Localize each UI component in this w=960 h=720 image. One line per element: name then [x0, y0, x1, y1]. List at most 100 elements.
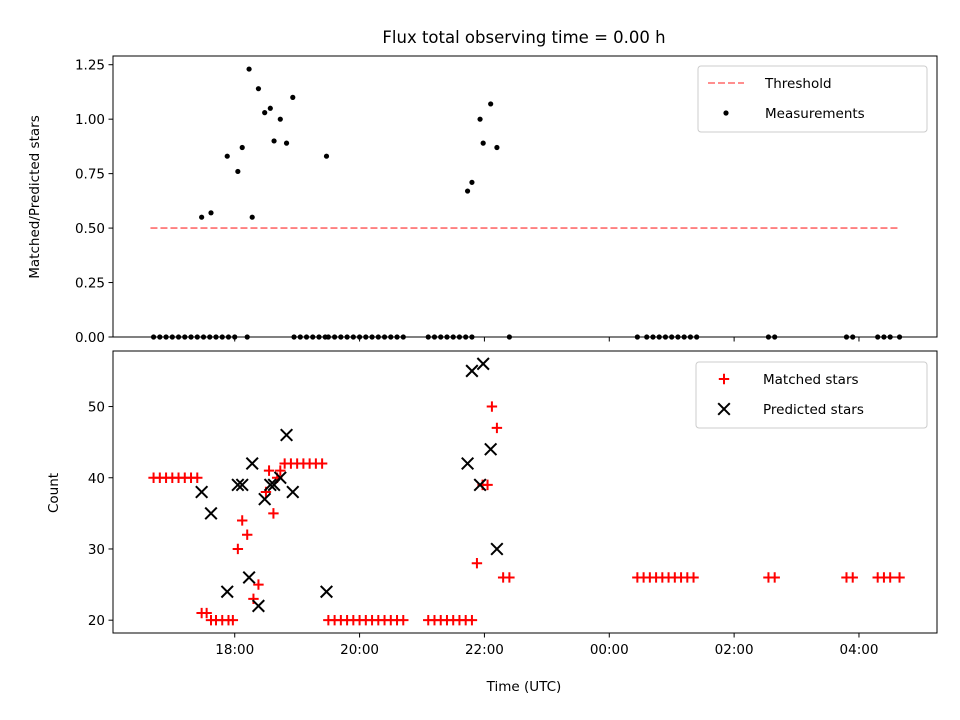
predicted-star-marker [195, 485, 209, 499]
top-ytick-label: 0.00 [75, 330, 105, 346]
matched-star-marker [491, 422, 503, 434]
predicted-star-marker [465, 364, 479, 378]
measurement-point [224, 153, 230, 159]
measurement-point [235, 168, 241, 175]
bottom-xtick-label: 22:00 [465, 642, 504, 658]
predicted-star-marker [242, 570, 256, 584]
matched-star-marker [884, 572, 896, 583]
x-axis-label: Time (UTC) [486, 679, 562, 695]
measurement-point [239, 144, 245, 151]
top-legend-marker-swatch [723, 110, 729, 116]
measurement-point [494, 144, 500, 151]
bottom-legend-marker-swatch [717, 402, 731, 416]
bottom-xtick-label: 18:00 [215, 642, 254, 658]
matched-star-marker [232, 543, 244, 555]
bottom-y-axis-label: Count [46, 473, 62, 513]
bottom-legend-entry: Matched stars [763, 372, 859, 388]
measurement-point [208, 210, 214, 216]
matched-star-marker [482, 479, 493, 491]
measurement-point [323, 153, 330, 159]
predicted-star-marker [319, 585, 333, 599]
matched-star-marker [253, 579, 264, 590]
predicted-star-marker [231, 478, 245, 492]
matched-star-marker [466, 614, 478, 626]
chart-title: Flux total observing time = 0.00 h [382, 28, 665, 47]
predicted-star-marker [484, 442, 498, 456]
predicted-star-marker [220, 585, 234, 599]
bottom-legend-box [695, 361, 928, 429]
predicted-star-marker [273, 471, 287, 485]
bottom-ytick-label: 30 [88, 542, 105, 558]
matched-star-marker [504, 572, 515, 583]
bottom-axes-frame [112, 350, 938, 634]
bottom-panel: 20 30 40 50 18:00 20:00 22:00 00:00 02:00 04:00 Ma… [88, 350, 938, 658]
bottom-legend-entry: Predicted stars [763, 402, 864, 418]
top-legend-box [697, 65, 928, 133]
measurement-point [488, 101, 494, 107]
matched-star-marker [847, 572, 858, 583]
bottom-legend: Matched stars Predicted stars [695, 361, 928, 429]
measurement-point [477, 116, 483, 122]
predicted-star-marker [235, 478, 249, 492]
predicted-star-marker [258, 492, 272, 506]
measurement-point [277, 116, 283, 122]
predicted-star-marker [251, 599, 265, 613]
predicted-star-marker [263, 478, 277, 492]
measurement-point [480, 140, 486, 146]
top-ytick-label: 0.50 [75, 221, 105, 237]
measurement-point [262, 110, 268, 116]
top-legend-entry: Measurements [765, 106, 865, 122]
predicted-star-marker [476, 357, 490, 371]
top-ytick-label: 1.00 [75, 112, 105, 128]
measurement-point [283, 140, 290, 146]
top-panel: 0.00 0.25 0.50 0.75 1.00 1.25 Threshold Measure… [75, 55, 938, 346]
matched-star-marker [894, 572, 905, 583]
predicted-star-marker [490, 542, 504, 556]
measurement-point [464, 188, 471, 194]
top-ytick-label: 0.75 [75, 167, 105, 183]
measurement-point [255, 86, 262, 92]
measurement-point [249, 214, 255, 220]
measurement-point [290, 94, 296, 100]
predicted-star-marker [286, 485, 300, 499]
bottom-ytick-label: 40 [88, 471, 105, 487]
matched-star-marker [471, 558, 483, 569]
predicted-star-marker [245, 457, 259, 471]
predicted-star-marker [473, 478, 487, 492]
matched-star-marker [688, 572, 699, 583]
bottom-series-matched-stars [148, 401, 905, 626]
matched-star-marker [192, 472, 203, 483]
bottom-ytick-label: 50 [88, 400, 105, 416]
measurement-point [199, 214, 205, 220]
top-y-axis-label: Matched/Predicted stars [27, 115, 43, 278]
bottom-xtick-label: 00:00 [590, 642, 629, 658]
matched-star-marker [486, 401, 498, 412]
top-ytick-label: 1.25 [75, 58, 105, 74]
top-axes-frame [112, 55, 938, 338]
bottom-xtick-label: 20:00 [340, 642, 379, 658]
matched-star-marker [398, 614, 409, 626]
bottom-legend-marker-swatch [718, 373, 730, 385]
matched-star-marker [268, 508, 279, 519]
measurement-point [469, 179, 475, 185]
measurement-point [271, 138, 277, 144]
top-ytick-label: 0.25 [75, 276, 105, 292]
matched-star-marker [769, 572, 780, 583]
predicted-star-marker [204, 506, 218, 520]
bottom-ytick-label: 20 [88, 613, 105, 629]
bottom-xtick-label: 02:00 [715, 642, 754, 658]
matched-star-marker [263, 465, 275, 476]
matched-star-marker [227, 614, 239, 626]
measurement-point [246, 66, 252, 72]
matched-star-marker [275, 465, 286, 476]
matched-star-marker [237, 515, 248, 526]
matched-star-marker [242, 529, 253, 540]
predicted-star-marker [280, 428, 294, 442]
top-legend: Threshold Measurements [697, 65, 928, 133]
matched-star-marker [316, 458, 328, 469]
top-legend-entry: Threshold [764, 76, 832, 92]
matched-star-marker [201, 607, 212, 619]
bottom-xtick-label: 04:00 [840, 642, 879, 658]
bottom-series-predicted-stars [195, 357, 504, 613]
